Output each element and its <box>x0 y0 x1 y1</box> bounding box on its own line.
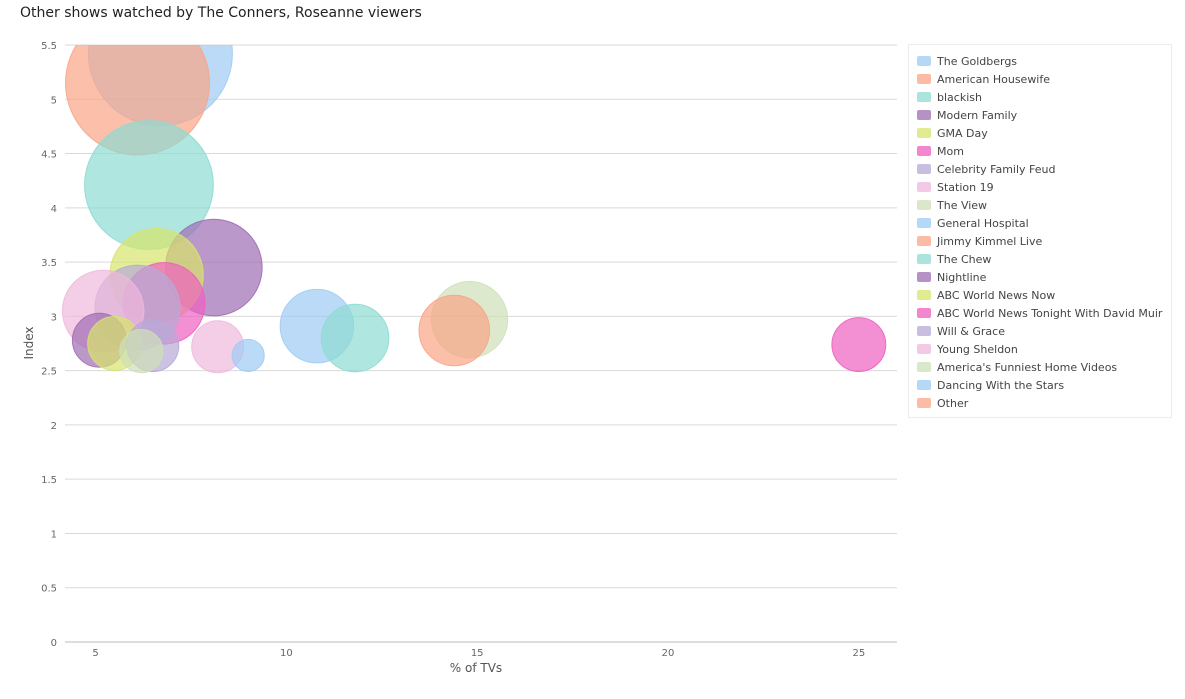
legend-item[interactable]: Dancing With the Stars <box>917 376 1171 394</box>
legend-label: The View <box>937 198 988 212</box>
legend-swatch <box>917 128 931 138</box>
legend-item[interactable]: Other <box>917 394 1171 412</box>
bubbles <box>61 45 887 374</box>
legend-swatch <box>917 380 931 390</box>
legend-label: Young Sheldon <box>937 342 1018 356</box>
legend-item[interactable]: The Chew <box>917 250 1171 268</box>
legend-label: Jimmy Kimmel Live <box>937 234 1043 248</box>
legend-swatch <box>917 110 931 120</box>
bubble-america-s-funniest-home-videos[interactable] <box>119 328 164 374</box>
y-axis-label: Index <box>22 326 36 359</box>
legend-swatch <box>917 236 931 246</box>
x-tick-label: 5 <box>92 648 98 659</box>
legend-swatch <box>917 200 931 210</box>
x-tick-label: 10 <box>280 648 293 659</box>
bubble-dancing-with-the-stars[interactable] <box>231 338 265 373</box>
legend-label: blackish <box>937 90 982 104</box>
y-tick-label: 2 <box>51 421 57 432</box>
legend-label: ABC World News Tonight With David Muir <box>937 306 1163 320</box>
legend-label: Modern Family <box>937 108 1018 122</box>
legend-swatch <box>917 92 931 102</box>
legend-item[interactable]: Will & Grace <box>917 322 1171 340</box>
legend-label: Dancing With the Stars <box>937 378 1065 392</box>
legend-item[interactable]: blackish <box>917 88 1171 106</box>
x-tick-label: 15 <box>471 648 484 659</box>
legend-label: Station 19 <box>937 180 994 194</box>
legend-item[interactable]: Nightline <box>917 268 1171 286</box>
legend-swatch <box>917 218 931 228</box>
y-tick-label: 1 <box>51 529 57 540</box>
legend-item[interactable]: America's Funniest Home Videos <box>917 358 1171 376</box>
legend-item[interactable]: Young Sheldon <box>917 340 1171 358</box>
y-tick-label: 5.5 <box>41 41 57 52</box>
x-tick-label: 20 <box>662 648 675 659</box>
y-tick-labels: 0 0.5 1 1.5 2 2.5 3 3.5 4 4.5 5 5.5 <box>41 41 57 649</box>
legend-label: Will & Grace <box>937 324 1005 338</box>
legend-item[interactable]: Station 19 <box>917 178 1171 196</box>
y-tick-label: 0 <box>51 638 57 649</box>
legend-item[interactable]: ABC World News Tonight With David Muir <box>917 304 1171 322</box>
legend-label: ABC World News Now <box>937 288 1056 302</box>
legend-label: America's Funniest Home Videos <box>937 360 1118 374</box>
legend-swatch <box>917 164 931 174</box>
y-tick-label: 0.5 <box>41 584 57 595</box>
y-tick-label: 2.5 <box>41 367 57 378</box>
legend-swatch <box>917 326 931 336</box>
x-tick-labels: 5 10 15 20 25 <box>92 648 865 659</box>
legend-swatch <box>917 398 931 408</box>
legend-swatch <box>917 182 931 192</box>
legend-item[interactable]: The Goldbergs <box>917 52 1171 70</box>
legend-label: Nightline <box>937 270 987 284</box>
legend-swatch <box>917 290 931 300</box>
y-tick-label: 5 <box>51 95 57 106</box>
legend-swatch <box>917 74 931 84</box>
legend-item[interactable]: Jimmy Kimmel Live <box>917 232 1171 250</box>
legend-label: Celebrity Family Feud <box>937 162 1056 176</box>
legend-swatch <box>917 146 931 156</box>
x-axis-label: % of TVs <box>450 661 502 675</box>
legend-label: Other <box>937 396 969 410</box>
legend-swatch <box>917 272 931 282</box>
legend-swatch <box>917 308 931 318</box>
legend-item[interactable]: American Housewife <box>917 70 1171 88</box>
legend-swatch <box>917 362 931 372</box>
legend-swatch <box>917 344 931 354</box>
y-tick-label: 1.5 <box>41 475 57 486</box>
legend-label: The Goldbergs <box>937 54 1018 68</box>
legend-label: GMA Day <box>937 126 988 140</box>
chart-title: Other shows watched by The Conners, Rose… <box>20 5 422 21</box>
legend-swatch <box>917 254 931 264</box>
y-tick-label: 3.5 <box>41 258 57 269</box>
legend-item[interactable]: Modern Family <box>917 106 1171 124</box>
y-tick-label: 4.5 <box>41 150 57 161</box>
legend-item[interactable]: Mom <box>917 142 1171 160</box>
legend-item[interactable]: The View <box>917 196 1171 214</box>
legend-label: American Housewife <box>937 72 1051 86</box>
y-tick-label: 3 <box>51 312 57 323</box>
legend-label: General Hospital <box>937 216 1029 230</box>
y-tick-label: 4 <box>51 204 57 215</box>
bubble-jimmy-kimmel-live[interactable] <box>418 294 491 367</box>
legend-swatch <box>917 56 931 66</box>
bubble-abc-world-news-tonight-with-david-muir[interactable] <box>831 317 887 373</box>
legend-item[interactable]: GMA Day <box>917 124 1171 142</box>
legend-item[interactable]: ABC World News Now <box>917 286 1171 304</box>
x-tick-label: 25 <box>852 648 865 659</box>
legend-item[interactable]: General Hospital <box>917 214 1171 232</box>
legend-label: The Chew <box>937 252 992 266</box>
legend-item[interactable]: Celebrity Family Feud <box>917 160 1171 178</box>
legend-label: Mom <box>937 144 964 158</box>
bubble-the-chew[interactable] <box>320 303 390 373</box>
legend: The Goldbergs American Housewife blackish M… <box>908 44 1172 418</box>
